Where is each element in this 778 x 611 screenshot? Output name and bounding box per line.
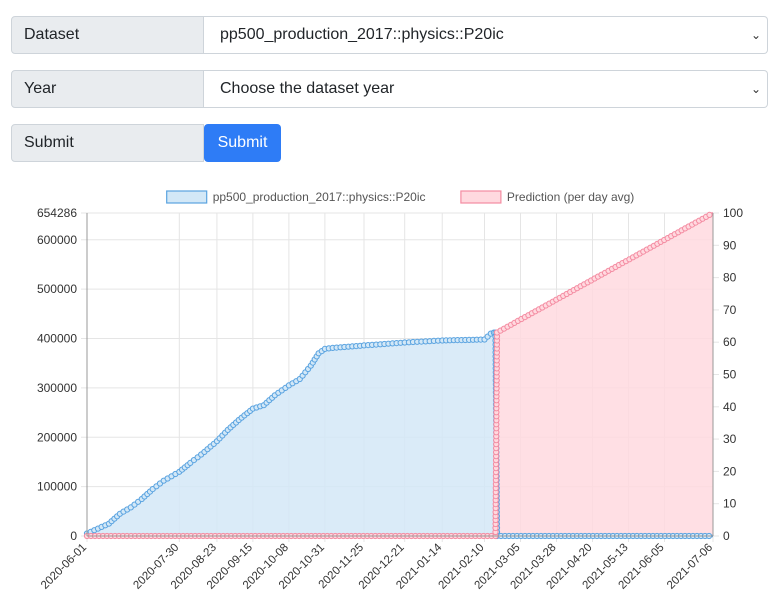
legend-swatch-0 (166, 190, 208, 204)
x-tick-label: 2021-07-06 (665, 542, 715, 592)
y-left-tick-label: 600000 (37, 233, 77, 247)
series-area-0 (87, 332, 713, 536)
y-right-tick-label: 50 (723, 368, 737, 382)
y-left-tick-label: 500000 (37, 282, 77, 296)
y-left-tick-label: 100000 (37, 480, 77, 494)
dataset-select[interactable]: pp500_production_2017::physics::P20ic ⌄ (204, 16, 768, 54)
submit-label: Submit (11, 124, 204, 162)
y-right-tick-label: 10 (723, 497, 737, 511)
production-chart: 0 100000 200000 300000 400000 500000 600000 654… (37, 190, 743, 592)
x-tick-label: 2020-06-01 (39, 542, 89, 592)
y-left-tick-label: 300000 (37, 381, 77, 395)
y-right-tick-label: 80 (723, 271, 737, 285)
series-point-1 (706, 211, 713, 218)
legend-label-0: pp500_production_2017::physics::P20ic (213, 190, 426, 204)
series-area-1 (87, 213, 713, 536)
dataset-select-value: pp500_production_2017::physics::P20ic (220, 26, 504, 43)
y-left-tick-label: 0 (70, 529, 77, 543)
y-right-tick-label: 0 (723, 529, 730, 543)
y-right-tick-label: 40 (723, 400, 737, 414)
year-select-value: Choose the dataset year (220, 80, 395, 97)
chart-areas (87, 213, 713, 536)
y-right-tick-label: 30 (723, 432, 737, 446)
y-right-tick-label: 60 (723, 335, 737, 349)
y-left-tick-label: 654286 (37, 206, 77, 220)
chevron-down-icon: ⌄ (750, 82, 761, 96)
year-label: Year (11, 70, 204, 108)
year-select[interactable]: Choose the dataset year ⌄ (204, 70, 768, 108)
year-row: Year Choose the dataset year ⌄ (11, 70, 768, 108)
y-left-tick-label: 400000 (37, 332, 77, 346)
y-right-tick-label: 100 (723, 206, 743, 220)
chart-points (83, 211, 713, 540)
submit-button[interactable]: Submit (204, 124, 281, 162)
legend-swatch-1 (460, 190, 502, 204)
dataset-label: Dataset (11, 16, 204, 54)
legend-label-1: Prediction (per day avg) (507, 190, 634, 204)
chevron-down-icon: ⌄ (750, 28, 761, 42)
y-right-tick-label: 70 (723, 303, 737, 317)
dataset-row: Dataset pp500_production_2017::physics::… (11, 16, 768, 54)
y-left-tick-label: 200000 (37, 430, 77, 444)
chart-legend: pp500_production_2017::physics::P20ic Pre… (166, 190, 634, 204)
y-right-tick-label: 90 (723, 238, 737, 252)
y-right-tick-label: 20 (723, 464, 737, 478)
submit-row: Submit Submit (11, 124, 768, 162)
